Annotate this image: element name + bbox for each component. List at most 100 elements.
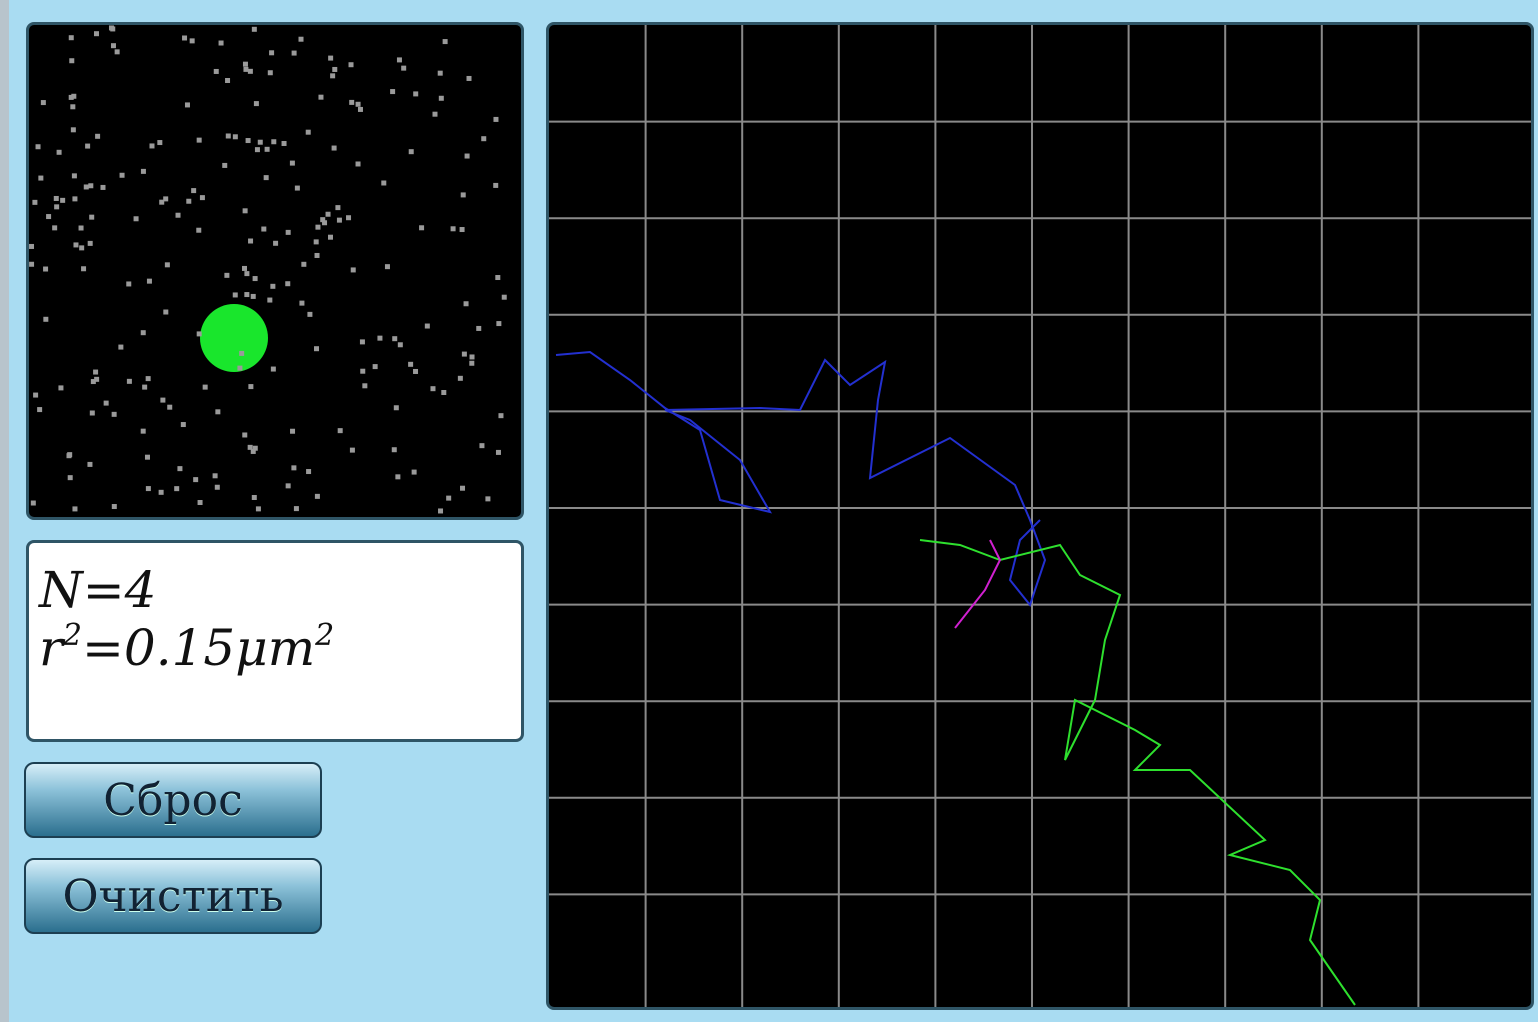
molecule	[38, 175, 44, 181]
particle-view	[26, 22, 524, 520]
molecule	[408, 361, 414, 367]
molecule	[336, 217, 342, 223]
molecule	[501, 294, 507, 300]
molecule	[248, 238, 254, 244]
molecule	[270, 283, 276, 289]
molecule	[225, 133, 231, 139]
molecule	[100, 184, 106, 190]
molecule	[357, 106, 363, 112]
molecule	[149, 143, 155, 149]
molecule	[314, 346, 320, 352]
molecule	[37, 407, 43, 413]
molecule	[270, 366, 276, 372]
trajectory-view	[546, 22, 1534, 1010]
molecule	[392, 336, 398, 342]
molecule	[331, 145, 337, 151]
molecule	[459, 227, 465, 233]
molecule	[267, 70, 273, 76]
molecule	[85, 143, 91, 149]
trajectory-magenta	[954, 539, 1002, 629]
molecule	[70, 127, 76, 133]
molecule	[301, 261, 307, 267]
molecule	[232, 134, 238, 140]
molecule	[32, 199, 38, 205]
molecule	[111, 504, 117, 510]
molecule	[69, 58, 75, 64]
molecule	[140, 428, 146, 434]
molecule	[177, 466, 183, 472]
molecule	[495, 275, 501, 281]
molecule	[360, 368, 366, 374]
molecule	[126, 281, 132, 287]
reset-button[interactable]: Сброс	[24, 762, 322, 838]
molecule	[264, 146, 270, 152]
molecule	[163, 309, 169, 315]
molecule	[438, 95, 444, 101]
molecule	[174, 486, 180, 492]
molecule	[71, 93, 77, 99]
molecule	[397, 342, 403, 348]
molecule	[293, 506, 299, 512]
molecule	[255, 506, 261, 512]
molecule	[481, 136, 487, 142]
molecule	[46, 214, 52, 220]
molecule	[160, 397, 166, 403]
molecule	[267, 297, 273, 303]
molecule	[186, 198, 192, 204]
molecule	[239, 350, 245, 356]
molecule	[291, 465, 297, 471]
molecule	[89, 214, 95, 220]
molecule	[241, 265, 247, 271]
particle-canvas	[29, 25, 507, 514]
molecule	[273, 240, 279, 246]
molecule	[253, 101, 259, 107]
molecule	[29, 261, 35, 267]
molecule	[362, 383, 368, 389]
molecule	[460, 192, 466, 198]
molecule	[78, 225, 84, 231]
molecule	[306, 469, 312, 475]
molecule	[247, 444, 253, 450]
molecule	[391, 447, 397, 453]
clear-button[interactable]: Очистить	[24, 858, 322, 934]
r2-exp: 2	[62, 618, 82, 653]
molecule	[196, 331, 202, 337]
molecule	[437, 70, 443, 76]
molecule	[328, 234, 333, 240]
molecule	[197, 500, 203, 506]
molecule	[54, 204, 60, 210]
molecule	[43, 316, 49, 322]
molecule	[29, 243, 35, 249]
molecule	[145, 376, 151, 382]
molecule	[94, 376, 100, 382]
molecule	[196, 227, 202, 233]
molecule	[469, 360, 475, 366]
molecule	[140, 330, 146, 336]
molecule	[175, 212, 181, 218]
molecule	[348, 62, 354, 68]
molecule	[269, 50, 275, 56]
molecule	[381, 180, 387, 186]
molecule	[118, 344, 124, 350]
molecule	[469, 354, 475, 360]
trajectory-green	[919, 539, 1356, 1006]
molecule	[244, 292, 250, 298]
brownian-particle	[200, 304, 268, 372]
r2-value: =0.15μm	[82, 619, 316, 677]
molecule	[335, 205, 341, 211]
molecule	[237, 365, 243, 371]
molecule	[430, 386, 436, 392]
molecule	[119, 172, 125, 178]
molecule	[146, 278, 152, 284]
molecule	[393, 405, 399, 411]
molecule	[212, 473, 218, 479]
molecule	[244, 271, 250, 277]
molecule	[66, 453, 72, 459]
molecule	[250, 293, 256, 299]
molecule	[157, 140, 163, 146]
molecule	[191, 188, 197, 194]
molecule	[68, 94, 74, 100]
molecule	[184, 102, 190, 108]
molecule	[419, 225, 425, 231]
molecule	[142, 384, 148, 390]
